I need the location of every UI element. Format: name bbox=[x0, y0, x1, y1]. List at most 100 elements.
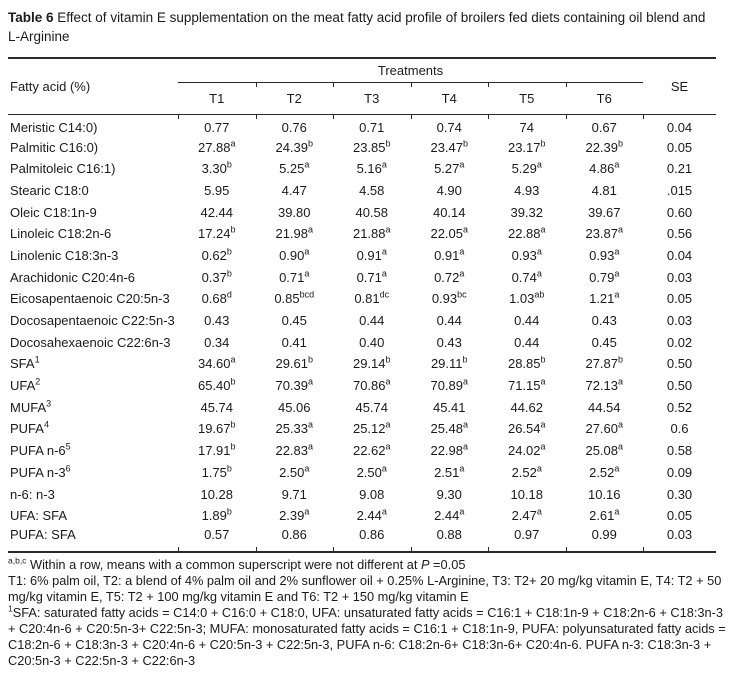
row-label: Oleic C18:1n-9 bbox=[10, 204, 97, 220]
value-cell: 45.74 bbox=[355, 399, 389, 415]
superscript: a bbox=[385, 224, 391, 235]
value-cell: 10.28 bbox=[200, 486, 234, 502]
value-cell: 23.17b bbox=[507, 138, 546, 155]
superscript: a bbox=[540, 376, 546, 387]
value-cell: 17.91b bbox=[197, 441, 236, 459]
col-header-t5: T5 bbox=[488, 82, 566, 115]
row-label: Docosahexaenoic C22:6n-3 bbox=[10, 334, 171, 350]
value-cell: 0.91a bbox=[434, 246, 465, 263]
value-cell: 4.90 bbox=[436, 182, 462, 198]
superscript: b bbox=[385, 355, 391, 366]
superscript: 1 bbox=[34, 355, 40, 366]
value-cell: 39.67 bbox=[587, 204, 621, 220]
superscript: a bbox=[463, 420, 469, 431]
superscript: a bbox=[308, 224, 314, 235]
value-cell: 4.93 bbox=[514, 182, 540, 198]
value-cell: 0.57 bbox=[178, 526, 256, 553]
col-header-t1: T1 bbox=[178, 82, 256, 115]
value-cell: 0.40 bbox=[359, 334, 385, 350]
value-cell: 2.44a bbox=[434, 506, 465, 524]
value-cell: 71.15a bbox=[507, 376, 546, 394]
superscript: a bbox=[304, 268, 310, 279]
se-cell: 0.50 bbox=[666, 356, 693, 372]
row-label: PUFA n-65 bbox=[10, 441, 71, 459]
superscript: a bbox=[618, 224, 624, 235]
superscript: b bbox=[540, 355, 546, 366]
value-cell: 0.67 bbox=[565, 114, 644, 137]
value-cell: 0.85bcd bbox=[274, 290, 315, 307]
se-cell: 0.03 bbox=[643, 526, 717, 553]
table-row: Linolenic C18:3n-3 0.62b 0.90a 0.91a 0.91a 0.… bbox=[8, 245, 716, 267]
superscript: a bbox=[381, 268, 387, 279]
table-row: n-6: n-3 10.28 9.71 9.08 9.30 10.18 10.16 0.30 bbox=[8, 483, 716, 505]
value-cell: 70.39a bbox=[275, 376, 314, 394]
value-cell: 44.62 bbox=[510, 399, 544, 415]
superscript: a bbox=[540, 224, 546, 235]
value-cell: 0.91a bbox=[356, 246, 387, 263]
superscript: a bbox=[459, 246, 465, 257]
superscript: a bbox=[614, 463, 620, 474]
se-cell: 0.03 bbox=[666, 269, 693, 285]
superscript: dc bbox=[379, 290, 390, 301]
table-caption-text: Effect of vitamin E supplementation on t… bbox=[8, 10, 706, 44]
se-cell: 0.04 bbox=[643, 114, 717, 137]
value-cell: 0.43 bbox=[436, 334, 462, 350]
se-cell: 0.03 bbox=[666, 313, 693, 329]
value-cell: 2.44a bbox=[356, 506, 387, 524]
value-cell: 39.32 bbox=[510, 204, 544, 220]
value-cell: 42.44 bbox=[200, 204, 234, 220]
superscript: a bbox=[385, 376, 391, 387]
value-cell: 45.06 bbox=[277, 399, 311, 415]
superscript: 3 bbox=[46, 398, 52, 409]
value-cell: 39.80 bbox=[277, 204, 311, 220]
col-header-treatments: Treatments bbox=[178, 58, 644, 83]
superscript: b bbox=[385, 138, 391, 149]
value-cell: 0.71a bbox=[356, 268, 387, 285]
se-cell: 0.04 bbox=[666, 247, 693, 263]
superscript: b bbox=[463, 138, 469, 149]
se-cell: 0.52 bbox=[666, 399, 693, 415]
row-label: UFA: SFA bbox=[10, 508, 68, 524]
superscript: b bbox=[226, 246, 232, 257]
value-cell: 0.86 bbox=[255, 526, 333, 553]
value-cell: 26.54a bbox=[507, 420, 546, 437]
row-label: Linoleic C18:2n-6 bbox=[10, 226, 112, 242]
value-cell: 19.67b bbox=[197, 420, 236, 437]
se-cell: 0.50 bbox=[666, 378, 693, 394]
superscript: b bbox=[618, 138, 624, 149]
superscript: 5 bbox=[65, 441, 71, 452]
row-label: Palmitic C16:0) bbox=[10, 139, 99, 155]
table-row: Oleic C18:1n-9 42.44 39.80 40.58 40.14 39.32 3… bbox=[8, 201, 716, 223]
footnote-abbreviations: 1SFA: saturated fatty acids = C14:0 + C1… bbox=[8, 603, 726, 668]
value-cell: 40.58 bbox=[355, 204, 389, 220]
value-cell: 9.30 bbox=[436, 486, 462, 502]
value-cell: 2.50a bbox=[279, 463, 310, 480]
value-cell: 22.62a bbox=[352, 441, 391, 459]
superscript: b bbox=[230, 224, 236, 235]
value-cell: 0.43 bbox=[591, 313, 617, 329]
table-caption: Table 6 Effect of vitamin E supplementat… bbox=[8, 8, 718, 46]
value-cell: 25.48a bbox=[430, 420, 469, 437]
superscript: b bbox=[618, 355, 624, 366]
table-row: Arachidonic C20:4n-6 0.37b 0.71a 0.71a 0.72a… bbox=[8, 266, 716, 288]
se-cell: 0.30 bbox=[666, 486, 693, 502]
superscript: a bbox=[463, 224, 469, 235]
table-row: PUFA n-36 1.75b 2.50a 2.50a 2.51a 2.52a 2.52a 0… bbox=[8, 462, 716, 484]
superscript: b bbox=[226, 463, 232, 474]
row-label: Linolenic C18:3n-3 bbox=[10, 247, 119, 263]
value-cell: 23.47b bbox=[430, 138, 469, 155]
value-cell: 0.93bc bbox=[431, 290, 467, 307]
row-label: n-6: n-3 bbox=[10, 486, 55, 502]
value-cell: 4.86a bbox=[589, 159, 620, 177]
superscript: a bbox=[463, 441, 469, 452]
superscript: b bbox=[230, 376, 236, 387]
value-cell: 44.54 bbox=[587, 399, 621, 415]
value-cell: 0.72a bbox=[434, 268, 465, 285]
table-row: Linoleic C18:2n-6 17.24b 21.98a 21.88a 22.05… bbox=[8, 223, 716, 245]
value-cell: 0.93a bbox=[511, 246, 542, 263]
se-cell: 0.05 bbox=[666, 291, 693, 307]
superscript: a bbox=[304, 159, 310, 170]
value-cell: 23.87a bbox=[585, 224, 624, 242]
value-cell: 0.34 bbox=[204, 334, 230, 350]
